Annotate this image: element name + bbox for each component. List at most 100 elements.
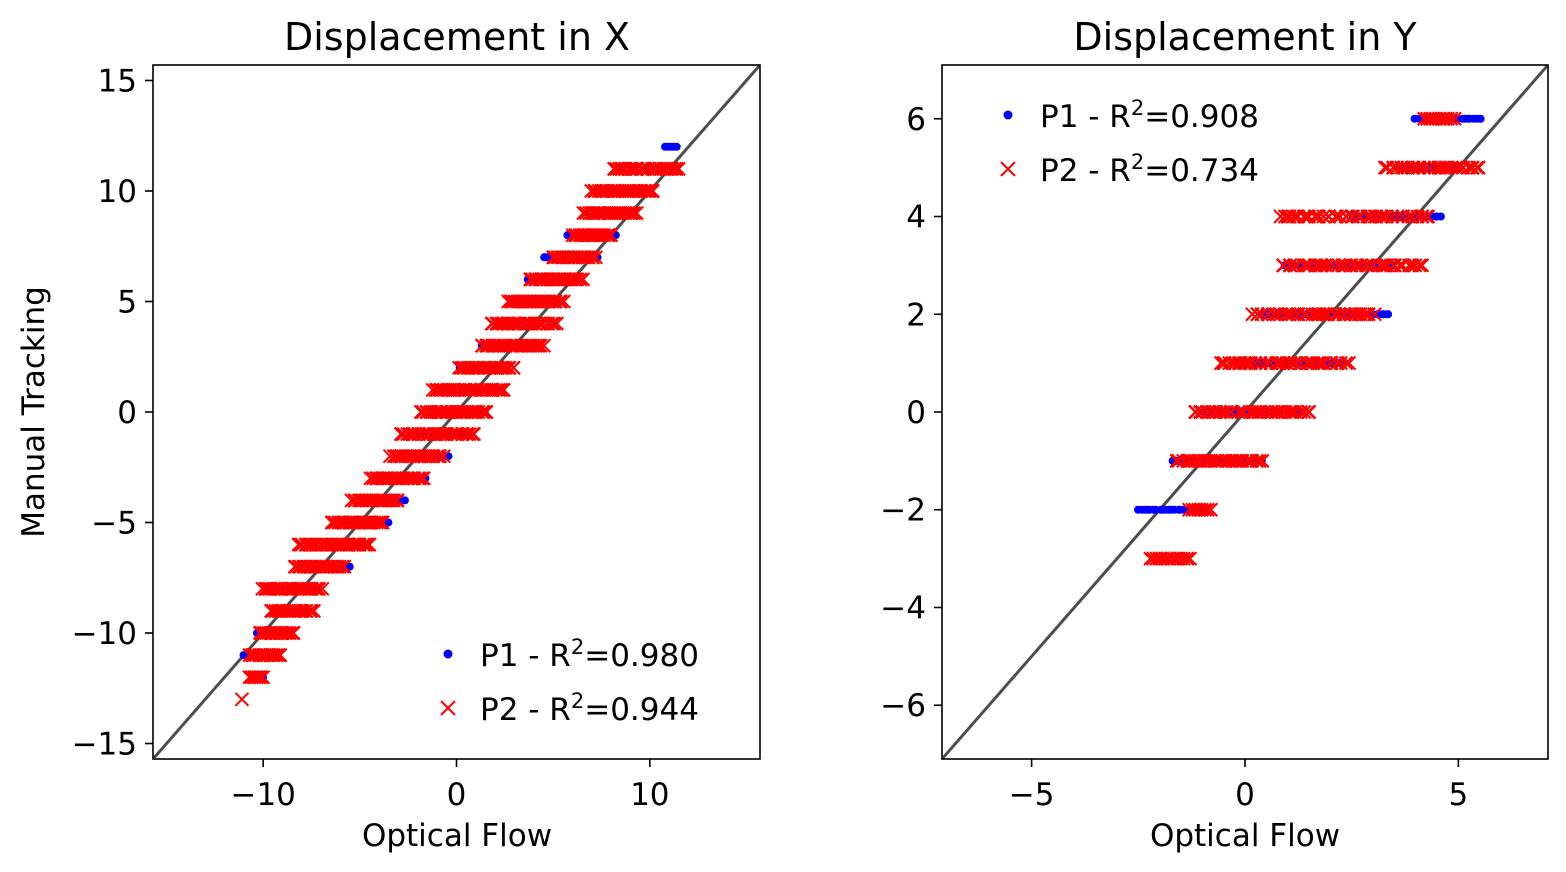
plot-area	[942, 65, 1548, 759]
data-point	[1360, 258, 1376, 273]
data-point	[1271, 404, 1286, 420]
plot-area	[153, 65, 760, 759]
data-point	[475, 360, 490, 376]
data-point	[1308, 307, 1323, 322]
data-point	[1253, 355, 1268, 371]
data-point	[416, 471, 431, 486]
x-tick-label: 0	[447, 777, 467, 813]
y-tick-label: 10	[98, 174, 137, 210]
data-point	[410, 471, 426, 486]
data-point	[1339, 209, 1354, 224]
data-point	[1316, 209, 1331, 224]
data-point	[356, 537, 371, 552]
data-point	[1297, 258, 1312, 273]
data-point	[1389, 160, 1405, 175]
legend-marker	[1000, 161, 1016, 177]
x-tick-label: 0	[1235, 777, 1255, 813]
data-point	[1465, 160, 1480, 175]
data-point	[581, 250, 596, 265]
data-point	[251, 670, 266, 685]
data-point	[1249, 453, 1264, 469]
data-point	[640, 183, 655, 199]
data-point	[1255, 453, 1270, 469]
data-point	[1169, 453, 1184, 469]
data-point	[1302, 258, 1317, 273]
data-point	[586, 205, 602, 221]
data-point	[672, 142, 681, 151]
data-point	[536, 338, 552, 353]
data-point	[1230, 404, 1246, 420]
y-tick-label: −4	[880, 590, 926, 626]
data-point	[594, 183, 609, 199]
data-point	[1219, 456, 1228, 465]
data-point	[553, 294, 568, 309]
data-point	[575, 272, 591, 287]
data-point	[1203, 502, 1219, 517]
data-point	[1241, 355, 1257, 371]
y-tick-label: 6	[906, 102, 926, 138]
data-point	[337, 559, 352, 574]
data-point	[1203, 453, 1219, 469]
data-point	[454, 360, 469, 376]
y-tick-label: −6	[880, 688, 926, 724]
data-point	[1287, 355, 1303, 371]
data-point	[1312, 355, 1327, 371]
data-point	[552, 294, 567, 309]
data-point	[1331, 258, 1346, 273]
data-point	[400, 496, 409, 505]
data-point	[1195, 404, 1210, 420]
data-point	[462, 426, 477, 442]
data-point	[1476, 114, 1485, 123]
data-point	[308, 581, 323, 597]
data-point	[1361, 209, 1377, 224]
data-point	[1471, 160, 1486, 175]
data-point	[1219, 404, 1234, 420]
data-point	[506, 360, 521, 376]
y-tick-label: −5	[91, 506, 137, 542]
data-point	[311, 581, 327, 597]
data-point	[410, 448, 425, 464]
data-point	[376, 471, 392, 486]
y-tick-label: 5	[117, 284, 137, 320]
data-point	[1410, 160, 1425, 175]
data-point	[348, 493, 363, 508]
data-point	[1374, 258, 1390, 273]
data-point	[330, 559, 345, 574]
data-point	[496, 360, 511, 376]
data-point	[1416, 160, 1431, 175]
data-point	[432, 448, 448, 464]
data-point	[588, 250, 604, 265]
data-point	[1438, 160, 1453, 175]
data-point	[1312, 258, 1328, 273]
data-point	[1247, 355, 1263, 371]
legend-label: P2 - R2=0.944	[480, 689, 699, 728]
data-point	[1176, 551, 1191, 566]
panel-displacement-x: Displacement in X Optical Flow Manual Tr…	[16, 15, 761, 854]
data-point	[1384, 209, 1400, 224]
data-point	[426, 448, 441, 464]
data-point	[629, 205, 644, 221]
data-point	[358, 537, 373, 552]
data-point	[415, 426, 431, 442]
data-point	[1250, 307, 1265, 322]
data-point	[546, 316, 562, 331]
data-point	[1361, 307, 1376, 322]
data-point	[476, 404, 491, 420]
data-point	[269, 647, 284, 663]
data-point	[585, 250, 601, 265]
data-point	[496, 382, 511, 398]
data-point	[1337, 307, 1352, 322]
y-tick-label: −2	[880, 493, 926, 529]
data-point	[1415, 209, 1430, 224]
data-point	[331, 515, 346, 530]
panel-displacement-y: Displacement in Y Optical Flow −5 0 5 −6 −4 −…	[880, 15, 1549, 854]
data-point	[360, 537, 375, 552]
data-point	[645, 183, 660, 199]
data-point	[1252, 453, 1267, 469]
data-point	[521, 316, 536, 331]
data-point	[633, 161, 649, 177]
data-point	[405, 426, 420, 442]
data-point	[541, 294, 556, 309]
data-point	[531, 338, 546, 353]
